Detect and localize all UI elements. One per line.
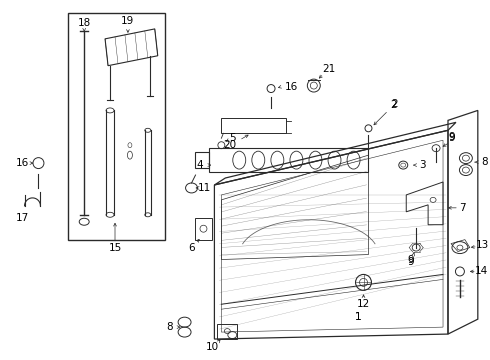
Bar [195,218,213,240]
Text: 18: 18 [77,18,91,28]
Text: 16: 16 [16,158,29,168]
Text: 15: 15 [108,243,122,253]
Text: 9: 9 [407,255,414,265]
Text: 13: 13 [476,240,490,249]
Text: 11: 11 [198,183,211,193]
Text: 19: 19 [122,16,135,26]
Text: 2: 2 [391,99,397,109]
Text: 2: 2 [390,100,396,111]
Text: 8: 8 [482,157,488,167]
Text: 14: 14 [475,266,489,276]
Bar [209,148,368,172]
Text: 12: 12 [357,299,370,309]
Text: 9: 9 [449,132,455,142]
Bar [68,13,165,240]
Bar [218,324,237,339]
Text: 16: 16 [284,82,297,91]
Text: 9: 9 [407,257,414,266]
Text: 7: 7 [460,203,466,213]
Text: 5: 5 [229,133,236,143]
Text: 1: 1 [355,312,362,322]
Text: 3: 3 [419,160,425,170]
Text: 9: 9 [449,133,455,143]
Text: 17: 17 [16,213,29,223]
Text: 8: 8 [167,322,173,332]
Bar [195,152,209,168]
Text: 6: 6 [188,243,195,253]
Text: 1: 1 [355,312,362,322]
Text: 4: 4 [196,160,203,170]
Bar [221,118,286,133]
Text: 10: 10 [206,342,219,352]
Text: 20: 20 [223,140,236,150]
Text: 21: 21 [322,64,335,74]
